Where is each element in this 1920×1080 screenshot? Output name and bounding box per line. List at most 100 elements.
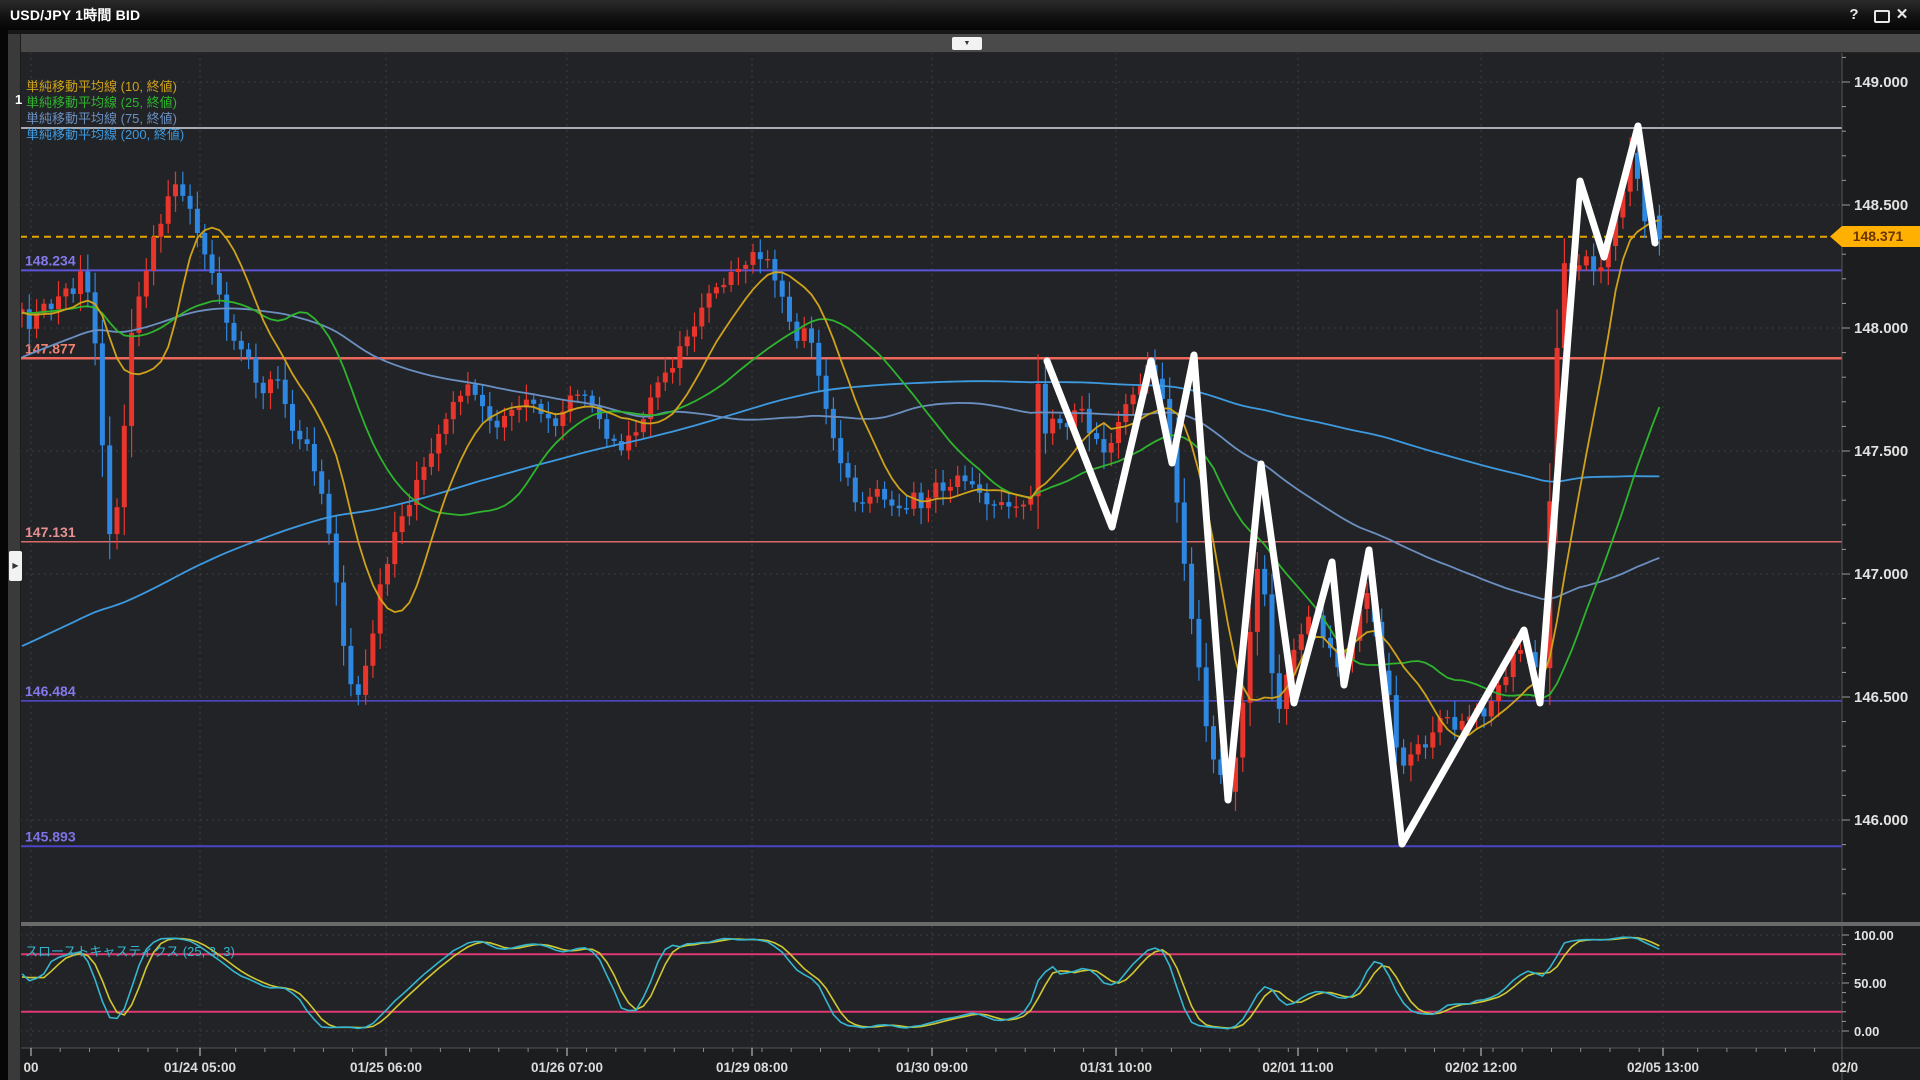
candle-down (1159, 378, 1165, 399)
candle-up (1576, 265, 1582, 271)
candle-down (238, 340, 244, 350)
candle-down (1218, 759, 1224, 775)
price-axis-label: 146.500 (1854, 689, 1908, 706)
candle-down (253, 357, 259, 383)
price-level-label: 147.877 (25, 340, 76, 356)
candle-up (911, 492, 917, 509)
candle-up (443, 419, 449, 434)
candle-up (575, 394, 581, 396)
candle-up (129, 332, 135, 426)
candle-up (743, 264, 749, 269)
candle-down (1276, 673, 1282, 709)
trendline-zigzag-annotation[interactable] (1043, 122, 1659, 848)
candle-down (341, 582, 347, 646)
close-icon[interactable]: ✕ (1895, 6, 1909, 23)
maximize-icon[interactable] (1874, 10, 1890, 23)
candle-down (355, 684, 361, 695)
candle-down (1269, 594, 1275, 674)
candle-down (845, 463, 851, 478)
stoch-axis-label: 50.00 (1854, 976, 1887, 991)
candle-up (1415, 744, 1421, 755)
candle-up (1620, 191, 1626, 218)
candle-down (589, 395, 595, 406)
candle-up (436, 433, 442, 454)
candle-down (1086, 408, 1092, 434)
candle-up (728, 272, 734, 285)
candle-down (1181, 502, 1187, 564)
candle-down (1094, 433, 1100, 440)
candle-up (662, 372, 668, 383)
candle-up (801, 328, 807, 341)
candle-down (962, 475, 968, 482)
candle-up (1247, 631, 1253, 703)
candle-up (56, 296, 61, 310)
candle-up (765, 259, 771, 261)
current-price-badge: 148.371 (1830, 226, 1920, 247)
candle-up (699, 307, 705, 327)
candle-up (1357, 608, 1363, 641)
stoch-d-line (21, 936, 1660, 1029)
candle-up (421, 466, 427, 480)
candle-up (1284, 674, 1290, 709)
candle-down (297, 430, 303, 440)
candle-up (1130, 394, 1136, 405)
candle-down (1656, 215, 1662, 240)
candle-down (275, 379, 281, 381)
candle-down (1101, 439, 1107, 453)
candle-down (582, 394, 588, 396)
candle-up (114, 507, 120, 535)
candle-up (633, 432, 639, 436)
candle-up (158, 223, 164, 237)
candle-down (779, 280, 785, 297)
candle-up (1503, 676, 1509, 686)
candle-down (1335, 648, 1341, 668)
candle-down (260, 382, 266, 394)
candle-up (41, 303, 47, 313)
candle-down (1642, 178, 1648, 222)
clipped-label-fragment: 1 (15, 92, 23, 107)
candle-up (1291, 649, 1297, 675)
candle-down (896, 505, 902, 509)
sidebar-expand-button[interactable]: ▶ (9, 551, 22, 581)
candle-up (1605, 246, 1611, 268)
legend-sma-10: 単純移動平均線 (10, 終値) (26, 79, 177, 94)
chevron-down-icon[interactable]: ▼ (952, 37, 982, 50)
candle-up (640, 419, 646, 433)
time-axis-label: 01/24 05:00 (164, 1060, 236, 1075)
candle-down (99, 343, 105, 446)
candle-down (1591, 256, 1597, 272)
candle-down (202, 233, 208, 255)
help-button[interactable]: ? (1849, 6, 1859, 23)
candle-down (326, 493, 332, 534)
candle-up (692, 326, 697, 337)
candle-down (311, 444, 317, 472)
title-bar[interactable]: USD/JPY 1時間 BID ? ✕ (0, 0, 1920, 30)
candle-down (1064, 423, 1070, 427)
candle-up (1079, 408, 1085, 411)
stoch-k-line (21, 936, 1660, 1030)
candle-up (1072, 410, 1078, 427)
candle-up (1013, 506, 1019, 508)
candle-up (1035, 383, 1041, 497)
price-axis-label: 147.000 (1854, 566, 1908, 583)
candle-down (107, 445, 113, 535)
candle-up (706, 293, 712, 308)
candle-up (1240, 702, 1246, 758)
candle-down (1006, 502, 1012, 507)
legend-sma-200: 単純移動平均線 (200, 終値) (26, 127, 185, 142)
candle-up (136, 296, 142, 333)
candle-down (319, 471, 325, 494)
candle-down (604, 419, 610, 439)
candle-down (757, 252, 763, 260)
candle-up (1488, 701, 1494, 717)
titlebar-gap (0, 30, 1920, 34)
candle-down (553, 418, 559, 426)
candle-down (333, 533, 339, 583)
candle-up (684, 336, 690, 347)
candle-up (735, 268, 741, 272)
candle-down (1211, 726, 1216, 760)
candle-down (1635, 152, 1640, 179)
candle-up (509, 410, 515, 416)
